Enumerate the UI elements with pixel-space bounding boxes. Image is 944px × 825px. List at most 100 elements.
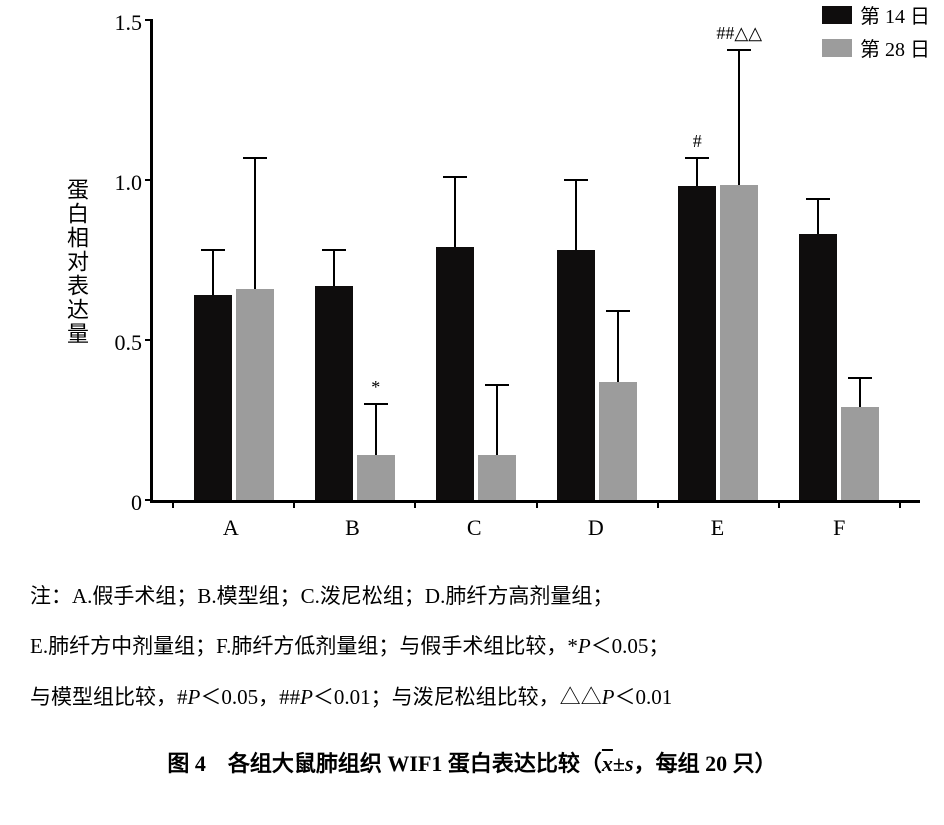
caption-note-prefix: 注： [30,584,72,608]
error-bar [617,311,619,381]
error-bar [454,177,456,247]
bar-wrap [315,286,353,500]
y-tick-mark [145,179,153,181]
x-tick-mark [293,500,295,508]
fig-title-prefix: 图 4 各组大鼠肺组织 WIF1 蛋白表达比较（ [167,751,602,776]
error-bar [496,385,498,455]
legend-item: 第 14 日 [822,0,930,29]
fig-title-stat: x [602,751,613,776]
figure-title: 图 4 各组大鼠肺组织 WIF1 蛋白表达比较（x±s，每组 20 只） [20,746,924,778]
error-bar [375,404,377,455]
y-tick-label: 0.5 [115,330,143,356]
bar-group: ###△△ [658,185,779,500]
error-cap [606,310,630,312]
error-cap [727,49,751,51]
bar [315,286,353,500]
bar-wrap [436,247,474,500]
bar-group: * [294,286,415,500]
bar [557,250,595,500]
bar-wrap [557,250,595,500]
y-axis-ticks: 00.51.01.5 [100,20,150,503]
p-italic-3: P [300,685,313,709]
y-tick-mark [145,499,153,501]
x-tick-label: B [292,503,414,541]
error-bar [212,250,214,295]
caption-lt01b: ＜0.01 [614,685,672,709]
bar-wrap: # [678,186,716,500]
significance-marker: # [693,131,702,152]
bar [194,295,232,500]
y-tick-label: 1.0 [115,170,143,196]
x-tick-label: E [657,503,779,541]
x-tick-mark [414,500,416,508]
x-tick-label: C [413,503,535,541]
bar-wrap [841,407,879,500]
x-tick-label: A [170,503,292,541]
error-bar [254,158,256,289]
error-cap [322,249,346,251]
error-cap [243,157,267,159]
caption-line1: A.假手术组；B.模型组；C.泼尼松组；D.肺纤方高剂量组； [72,584,613,608]
x-tick-label: F [778,503,900,541]
legend: 第 14 日第 28 日 [822,0,930,66]
y-tick-label: 1.5 [115,10,143,36]
error-cap [806,198,830,200]
bar-wrap: * [357,455,395,500]
p-italic-4: P [602,685,615,709]
bar-wrap [478,455,516,500]
error-cap [685,157,709,159]
y-tick-mark [145,19,153,21]
x-axis-labels: ABCDEF [150,503,920,541]
bar [478,455,516,500]
error-cap [564,179,588,181]
error-cap [201,249,225,251]
error-bar [817,199,819,234]
bar-wrap: ##△△ [720,185,758,500]
y-tick-label: 0 [131,490,142,516]
bar-group [415,247,536,500]
legend-item: 第 28 日 [822,33,930,62]
x-tick-mark [899,500,901,508]
bar [357,455,395,500]
bar [678,186,716,500]
legend-swatch [822,6,852,24]
p-italic-2: P [188,685,201,709]
bar [841,407,879,500]
y-axis-label: 蛋白相对表达量 [60,20,100,503]
bar [720,185,758,500]
bar-group [173,289,294,500]
caption: 注：A.假手术组；B.模型组；C.泼尼松组；D.肺纤方高剂量组； E.肺纤方中剂… [20,571,924,722]
caption-lt05b: ＜0.05，## [200,685,300,709]
bar-wrap [194,295,232,500]
significance-marker: ##△△ [716,23,762,44]
bar [799,234,837,500]
plot-area-wrapper: 蛋白相对表达量 00.51.01.5 *###△△ 第 14 日第 28 日 [60,20,920,503]
error-bar [575,180,577,250]
x-tick-mark [657,500,659,508]
error-cap [485,384,509,386]
legend-label: 第 28 日 [860,33,930,62]
chart-container: 蛋白相对表达量 00.51.01.5 *###△△ 第 14 日第 28 日 A… [60,20,920,541]
error-cap [364,403,388,405]
fig-title-suffix: ，每组 20 只） [634,751,777,776]
bar-wrap [599,382,637,500]
legend-swatch [822,39,852,57]
error-bar [333,250,335,285]
error-bar [696,158,698,187]
error-cap [443,176,467,178]
bar-wrap [236,289,274,500]
significance-marker: * [371,377,380,398]
error-bar [859,378,861,407]
caption-lt01: ＜0.01；与泼尼松组比较，△△ [313,685,602,709]
caption-line2a: E.肺纤方中剂量组；F.肺纤方低剂量组；与假手术组比较，* [30,634,578,658]
bar [436,247,474,500]
bar-group [779,234,900,500]
plot-area: *###△△ 第 14 日第 28 日 [150,20,920,503]
x-tick-label: D [535,503,657,541]
legend-label: 第 14 日 [860,0,930,29]
y-tick-mark [145,339,153,341]
caption-line3a: 与模型组比较，# [30,685,188,709]
bar [599,382,637,500]
p-italic-1: P [578,634,591,658]
fig-title-stat-rest: ±s [613,751,634,776]
